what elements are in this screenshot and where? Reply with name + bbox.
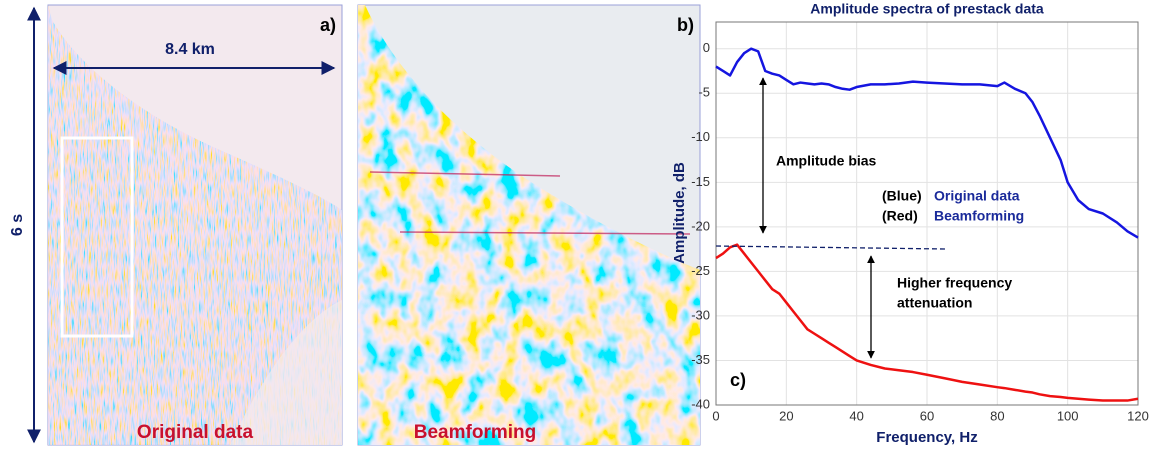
event	[369, 171, 561, 177]
annotation: attenuation	[897, 295, 972, 311]
y-tick-label: -5	[698, 85, 710, 100]
legend-prefix: (Red)	[882, 208, 918, 224]
plot-frame	[715, 21, 1139, 406]
highlight-box	[60, 136, 134, 338]
y-tick-label: -20	[691, 218, 710, 233]
y-tick-label: -10	[691, 129, 710, 144]
x-tick-label: 80	[990, 408, 1004, 423]
legend-label: Original data	[934, 188, 1020, 204]
level-line	[715, 245, 947, 250]
y-tick-label: -40	[691, 396, 710, 411]
series-line	[715, 47, 1139, 239]
y-axis-label: Amplitude, dB	[671, 162, 688, 264]
y-tick-label: -25	[691, 263, 710, 278]
panel-caption: Beamforming	[414, 422, 536, 443]
y-tick-label: -15	[691, 174, 710, 189]
panel-caption: Original data	[137, 422, 254, 443]
legend-label: Beamforming	[934, 208, 1024, 224]
y-tick-label: -35	[691, 352, 710, 367]
annotation: Higher frequency	[897, 275, 1012, 291]
width-label: 8.4 km	[165, 41, 215, 58]
x-tick-label: 0	[712, 408, 719, 423]
event	[399, 231, 691, 235]
panel-label: c)	[730, 370, 746, 390]
panel-label: b)	[677, 15, 694, 35]
panel-b: b) Beamforming	[357, 4, 701, 446]
x-tick-label: 100	[1057, 408, 1079, 423]
legend-prefix: (Blue)	[882, 188, 922, 204]
panel-label: a)	[320, 15, 336, 35]
y-tick-label: -30	[691, 307, 710, 322]
x-axis-label: Frequency, Hz	[876, 429, 977, 446]
x-tick-label: 40	[849, 408, 863, 423]
annotation: Amplitude bias	[776, 153, 877, 169]
x-tick-label: 120	[1127, 408, 1149, 423]
x-tick-label: 20	[779, 408, 793, 423]
y-tick-label: 0	[703, 40, 710, 55]
spectrum-chart: Amplitude spectra of prestack data Frequ…	[671, 1, 1149, 446]
time-label: 6 s	[9, 214, 26, 236]
x-tick-label: 60	[920, 408, 934, 423]
panel-a: 6 s 8.4 km a) Original data	[9, 4, 343, 446]
fade	[230, 300, 342, 445]
chart-title: Amplitude spectra of prestack data	[810, 1, 1044, 17]
series-line	[715, 243, 1139, 402]
